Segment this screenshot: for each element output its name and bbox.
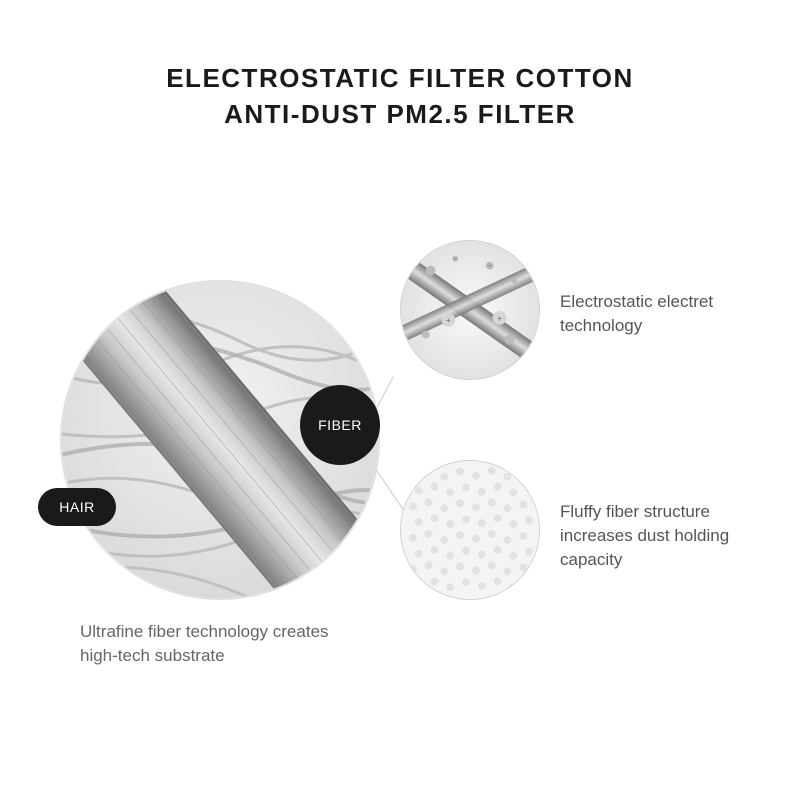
- label-hair: HAIR: [38, 488, 116, 526]
- desc-electret: Electrostatic electret technology: [560, 290, 780, 338]
- label-hair-text: HAIR: [59, 499, 94, 515]
- desc-fluffy: Fluffy fiber structure increases dust ho…: [560, 500, 780, 571]
- detail-circle-electret: + + − −: [400, 240, 540, 380]
- svg-text:+: +: [497, 314, 502, 323]
- title-block: ELECTROSTATIC FILTER COTTON ANTI-DUST PM…: [0, 60, 800, 133]
- detail-circle-fluffy: [400, 460, 540, 600]
- electret-illustration: + + − −: [401, 241, 539, 379]
- svg-text:−: −: [453, 255, 458, 264]
- main-caption: Ultrafine fiber technology creates high-…: [80, 620, 360, 668]
- label-fiber-text: FIBER: [318, 417, 362, 433]
- fluffy-illustration: [401, 461, 539, 599]
- label-fiber: FIBER: [300, 385, 380, 465]
- svg-text:−: −: [487, 262, 492, 271]
- svg-text:+: +: [446, 316, 451, 325]
- title-line-2: ANTI-DUST PM2.5 FILTER: [0, 96, 800, 132]
- title-line-1: ELECTROSTATIC FILTER COTTON: [0, 60, 800, 96]
